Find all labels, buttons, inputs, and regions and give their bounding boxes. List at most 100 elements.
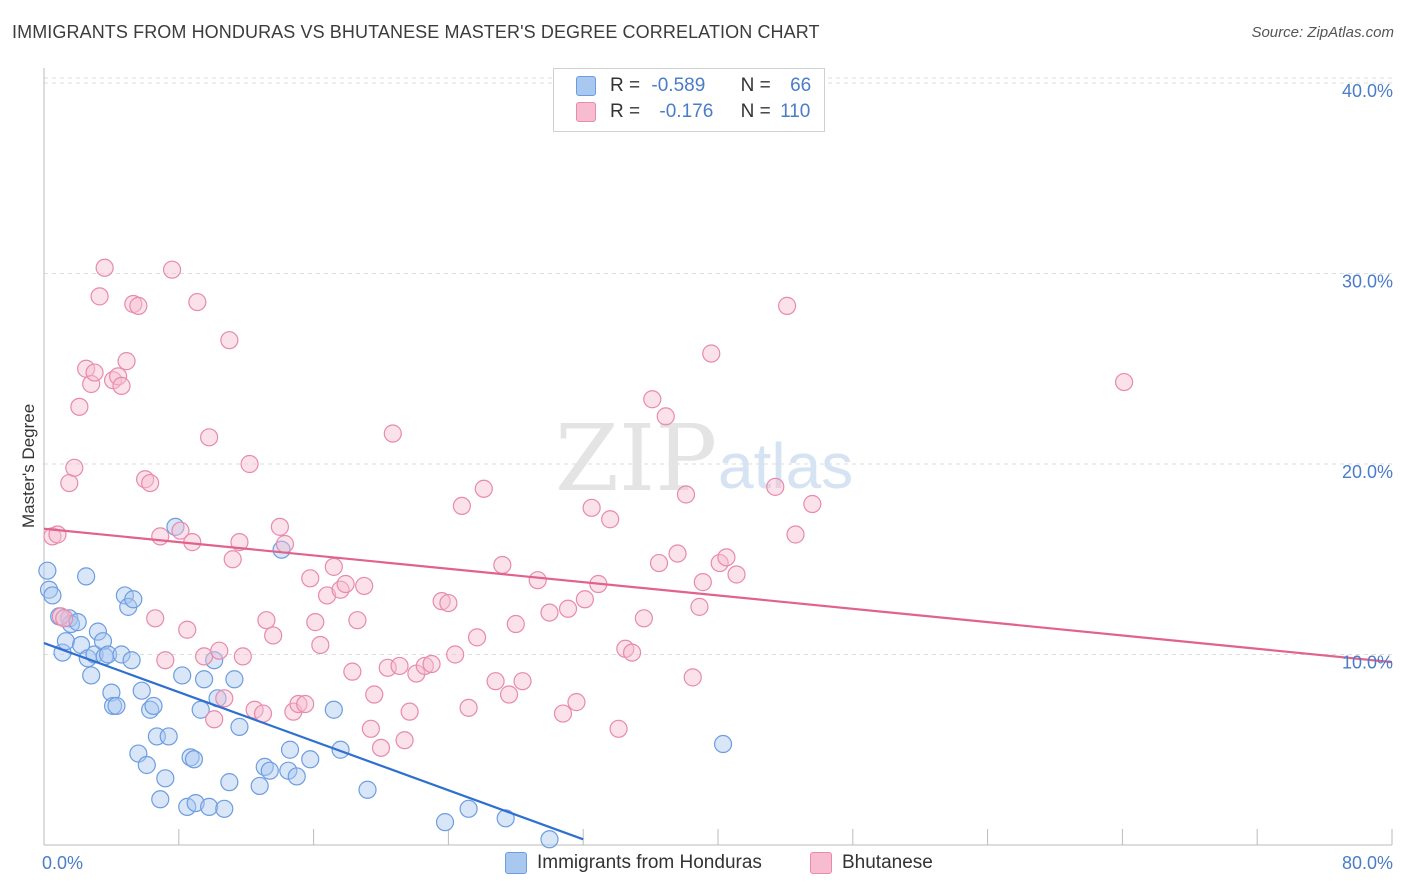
point-bhutanese bbox=[223, 550, 242, 569]
legend-row-honduras: R = -0.589 N = 66 bbox=[576, 75, 811, 101]
point-honduras bbox=[144, 696, 163, 716]
point-bhutanese bbox=[109, 367, 128, 386]
point-bhutanese bbox=[178, 620, 197, 639]
legend-n-label: N = bbox=[740, 101, 771, 122]
point-bhutanese bbox=[493, 555, 512, 575]
point-bhutanese bbox=[311, 635, 330, 655]
point-bhutanese bbox=[506, 614, 525, 634]
point-bhutanese bbox=[141, 473, 160, 493]
trend-lines bbox=[43, 527, 1393, 841]
point-bhutanese bbox=[601, 510, 620, 529]
point-bhutanese bbox=[112, 376, 131, 395]
point-honduras bbox=[280, 740, 300, 759]
point-honduras bbox=[250, 776, 269, 796]
point-bhutanese bbox=[233, 647, 252, 666]
watermark-zip: ZIP bbox=[555, 405, 717, 512]
point-honduras bbox=[260, 761, 279, 780]
point-honduras bbox=[713, 734, 733, 754]
point-bhutanese bbox=[422, 654, 441, 674]
point-honduras bbox=[156, 769, 175, 788]
point-honduras bbox=[496, 809, 515, 828]
point-bhutanese bbox=[95, 258, 114, 277]
point-honduras bbox=[159, 727, 178, 746]
point-bhutanese bbox=[264, 626, 283, 645]
legend-r-label: R = bbox=[610, 101, 641, 122]
point-bhutanese bbox=[70, 397, 89, 416]
point-bhutanese bbox=[558, 599, 578, 618]
y-tick-label: 40.0% bbox=[1342, 81, 1393, 101]
point-bhutanese bbox=[622, 643, 642, 662]
point-bhutanese bbox=[151, 527, 170, 546]
point-bhutanese bbox=[668, 544, 687, 563]
point-bhutanese bbox=[355, 576, 374, 596]
point-bhutanese bbox=[156, 651, 175, 670]
point-bhutanese bbox=[656, 407, 675, 426]
point-honduras bbox=[194, 670, 214, 689]
point-honduras bbox=[102, 683, 121, 702]
point-bhutanese bbox=[200, 428, 219, 447]
point-bhutanese bbox=[1114, 372, 1134, 392]
point-bhutanese bbox=[766, 477, 785, 496]
point-bhutanese bbox=[474, 479, 493, 498]
point-honduras bbox=[38, 561, 57, 580]
point-bhutanese bbox=[270, 517, 289, 536]
series-legend: Immigrants from Honduras Bhutanese bbox=[0, 852, 1406, 878]
x-tick-label: 80.0% bbox=[1342, 853, 1393, 873]
point-honduras bbox=[272, 540, 291, 559]
legend-n-label: N = bbox=[740, 75, 771, 96]
point-bhutanese bbox=[348, 611, 367, 630]
point-honduras bbox=[459, 799, 478, 818]
point-bhutanese bbox=[553, 704, 573, 723]
point-bhutanese bbox=[90, 287, 109, 306]
y-axis-label: Master's Degree bbox=[19, 404, 38, 528]
point-bhutanese bbox=[301, 569, 320, 588]
point-bhutanese bbox=[693, 573, 712, 592]
trend-line-bhutanese bbox=[43, 527, 1393, 664]
point-bhutanese bbox=[60, 473, 79, 493]
point-honduras bbox=[435, 813, 455, 832]
point-bhutanese bbox=[289, 694, 308, 714]
source-label: Source: ZipAtlas.com bbox=[1251, 24, 1394, 41]
point-honduras bbox=[98, 645, 118, 664]
legend-item-bhutanese[interactable]: Bhutanese bbox=[810, 852, 933, 874]
legend-n-value: 66 bbox=[790, 75, 812, 96]
point-bhutanese bbox=[452, 496, 471, 516]
tick-labels: 10.0% 20.0% 30.0% 40.0% 0.0% 80.0% bbox=[42, 81, 1393, 873]
point-honduras bbox=[324, 700, 343, 719]
point-honduras bbox=[137, 755, 156, 775]
point-honduras bbox=[56, 632, 76, 651]
point-bhutanese bbox=[331, 580, 350, 599]
legend-item-honduras[interactable]: Immigrants from Honduras bbox=[505, 852, 762, 874]
point-honduras bbox=[68, 613, 87, 632]
legend-label: Bhutanese bbox=[842, 852, 933, 873]
point-bhutanese bbox=[240, 454, 259, 474]
point-honduras bbox=[540, 830, 559, 849]
point-bhutanese bbox=[803, 494, 822, 514]
point-honduras bbox=[77, 567, 96, 586]
point-bhutanese bbox=[220, 331, 239, 350]
correlation-legend: R = -0.589 N = 66 R = -0.176 N = 110 bbox=[553, 68, 825, 132]
point-bhutanese bbox=[275, 534, 295, 554]
legend-n-value: 110 bbox=[780, 101, 811, 122]
point-bhutanese bbox=[55, 609, 74, 628]
legend-r-label: R = bbox=[610, 75, 641, 96]
legend-label: Immigrants from Honduras bbox=[537, 852, 762, 873]
point-bhutanese bbox=[82, 374, 101, 394]
point-bhutanese bbox=[65, 458, 84, 477]
point-bhutanese bbox=[432, 592, 451, 611]
point-bhutanese bbox=[649, 553, 669, 573]
point-honduras bbox=[88, 622, 108, 641]
legend-swatch-honduras bbox=[576, 76, 596, 96]
point-bhutanese bbox=[210, 641, 229, 660]
point-honduras bbox=[225, 670, 244, 689]
point-bhutanese bbox=[499, 685, 519, 704]
point-bhutanese bbox=[146, 609, 165, 628]
point-bhutanese bbox=[439, 593, 458, 613]
legend-row-bhutanese: R = -0.176 N = 110 bbox=[576, 101, 810, 127]
trend-line-honduras bbox=[43, 642, 584, 841]
legend-r-value: -0.589 bbox=[651, 75, 706, 96]
point-honduras bbox=[331, 740, 350, 759]
point-honduras bbox=[287, 767, 306, 786]
point-bhutanese bbox=[415, 656, 434, 676]
